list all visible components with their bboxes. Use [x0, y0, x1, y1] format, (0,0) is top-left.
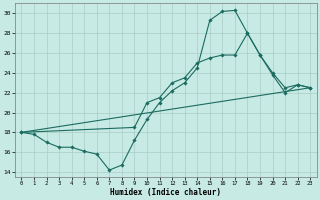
X-axis label: Humidex (Indice chaleur): Humidex (Indice chaleur) [110, 188, 221, 197]
